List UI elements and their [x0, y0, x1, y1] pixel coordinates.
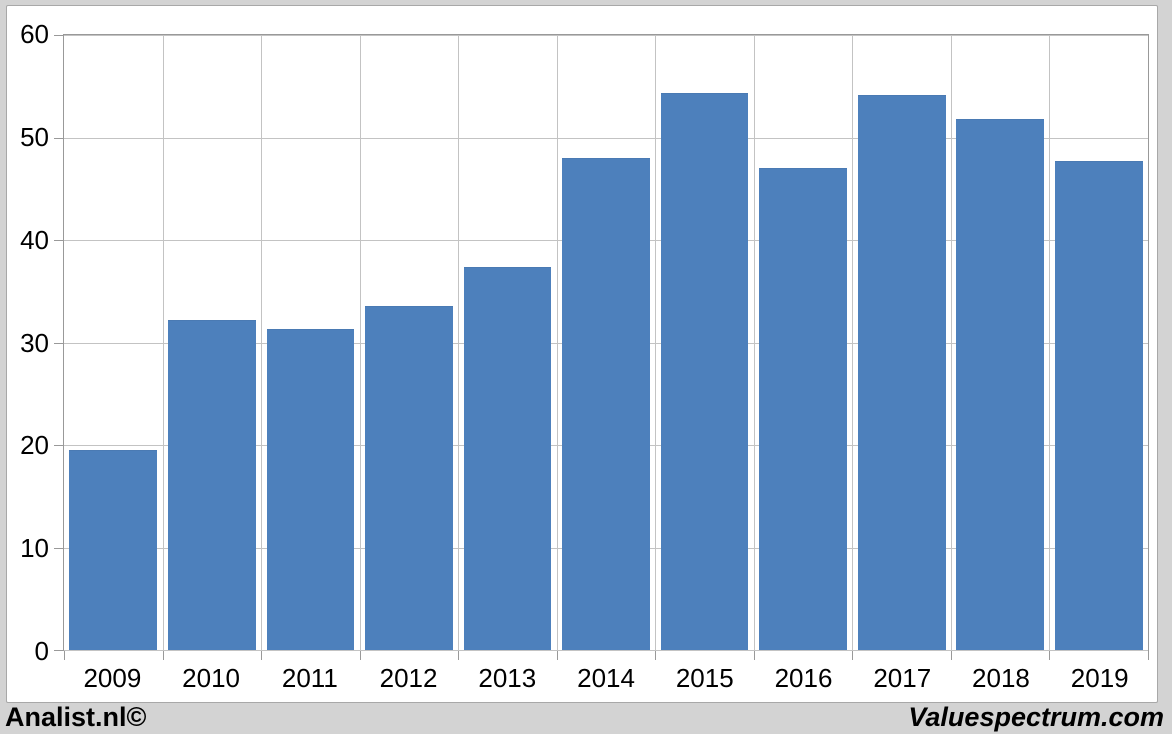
bar-2017: [857, 95, 946, 650]
chart-panel: 0 10 20 30 40 50 60 2009 2010 2011 2012 2013 2014 20…: [6, 5, 1158, 703]
x-tick-mark-1: [162, 651, 164, 660]
x-tick-mark-9: [950, 651, 952, 660]
y-tick-mark-50: [54, 137, 63, 139]
bar-cell-2017: [852, 35, 951, 650]
y-tick-label-10: 10: [20, 533, 49, 564]
bar-cell-2019: [1049, 35, 1148, 650]
x-tick-mark-4: [458, 651, 460, 660]
bar-cell-2014: [557, 35, 656, 650]
gridline-x-boundary-5: [556, 35, 558, 650]
x-tick-mark-5: [556, 651, 558, 660]
gridline-x-boundary-6: [655, 35, 657, 650]
gridline-x-boundary-9: [950, 35, 952, 650]
bar-series: [64, 35, 1148, 650]
x-tick-mark-7: [753, 651, 755, 660]
y-tick-mark-30: [54, 342, 63, 344]
bar-2009: [69, 450, 158, 650]
x-tick-label-2011: 2011: [281, 663, 338, 693]
bar-2012: [365, 305, 453, 650]
x-tick-mark-6: [655, 651, 657, 660]
y-tick-label-20: 20: [20, 430, 49, 461]
gridline-x-boundary-8: [852, 35, 854, 650]
y-tick-label-30: 30: [20, 327, 49, 358]
analist-credit: Analist.nl©: [5, 702, 147, 732]
y-tick-mark-60: [54, 35, 63, 36]
gridline-x-boundary-7: [753, 35, 755, 650]
bar-2019: [1054, 161, 1143, 650]
plot-area: [54, 34, 1149, 660]
gridline-x-boundary-10: [1049, 35, 1051, 650]
x-tick-label-2013: 2013: [478, 663, 537, 693]
x-tick-label-2012: 2012: [379, 663, 438, 693]
gridline-x-boundary-4: [458, 35, 460, 650]
x-tick-mark-10: [1049, 651, 1051, 660]
gridline-y-50: [64, 137, 1148, 139]
bar-2013: [463, 266, 552, 650]
x-tick-mark-8: [852, 651, 854, 660]
y-tick-mark-40: [54, 240, 63, 241]
y-tick-mark-20: [54, 445, 63, 446]
bar-cell-2011: [261, 35, 360, 650]
x-tick-label-2015: 2015: [675, 663, 734, 693]
bar-cell-2009: [64, 35, 163, 650]
x-tick-mark-2: [261, 651, 263, 660]
bar-cell-2013: [458, 35, 557, 650]
x-tick-mark-11: [1148, 651, 1149, 660]
x-tick-label-2017: 2017: [873, 663, 932, 693]
x-tick-label-2009: 2009: [83, 663, 142, 693]
footer: Analist.nl© Valuespectrum.com: [0, 702, 1172, 734]
x-tick-label-2018: 2018: [972, 663, 1030, 693]
bar-cell-2016: [754, 35, 853, 650]
y-tick-label-0: 0: [34, 636, 49, 666]
bar-cell-2010: [163, 35, 262, 650]
bar-2016: [759, 168, 847, 650]
y-tick-mark-0: [54, 650, 63, 651]
bar-2015: [660, 93, 749, 650]
y-axis-labels: 0 10 20 30 40 50 60: [7, 21, 49, 664]
y-tick-label-50: 50: [20, 121, 49, 152]
bar-2014: [562, 158, 650, 650]
gridline-x-boundary-3: [359, 35, 361, 650]
gridline-x-boundary-2: [261, 35, 263, 650]
bar-cell-2015: [655, 35, 754, 650]
gridline-y-60: [64, 35, 1148, 36]
bar-cell-2012: [360, 35, 459, 650]
y-tick-label-60: 60: [20, 19, 49, 49]
x-tick-label-2010: 2010: [182, 663, 241, 693]
x-tick-label-2016: 2016: [774, 663, 833, 693]
x-tick-mark-0: [64, 651, 65, 660]
y-tick-mark-10: [54, 547, 63, 549]
bar-2010: [167, 319, 256, 650]
bar-2018: [956, 119, 1045, 650]
gridline-x-boundary-1: [162, 35, 164, 650]
x-tick-mark-3: [359, 651, 361, 660]
x-axis-labels: 2009 2010 2011 2012 2013 2014 2015 2016 2017 2018…: [63, 658, 1149, 698]
valuespectrum-credit: Valuespectrum.com: [908, 702, 1164, 732]
x-tick-label-2014: 2014: [577, 663, 635, 693]
gridline-y-0: [64, 650, 1148, 651]
bar-2011: [266, 329, 355, 650]
y-tick-label-40: 40: [20, 224, 49, 255]
x-tick-label-2019: 2019: [1070, 663, 1129, 693]
bar-cell-2018: [951, 35, 1050, 650]
